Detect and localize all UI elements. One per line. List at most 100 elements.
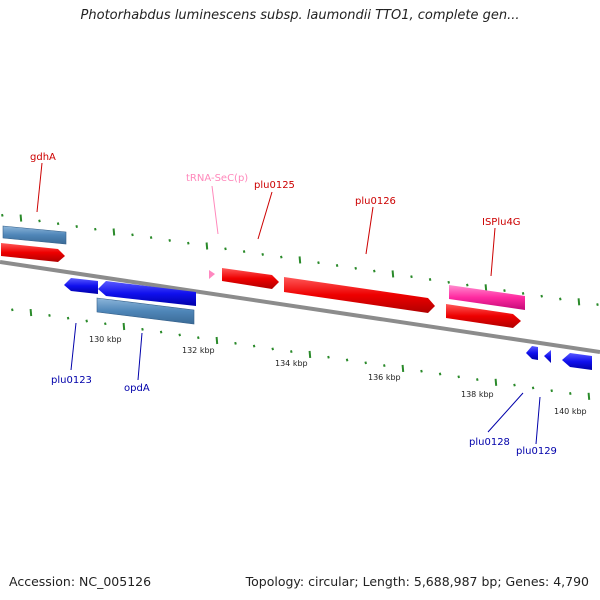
minor-tick [48,313,51,317]
scale-label-138kbp: 138 kbp [461,390,494,399]
genome-backbone [0,260,600,354]
gene-trna-sec[interactable] [209,270,215,279]
minor-tick [410,275,413,279]
upper-tick-row [1,213,599,307]
minor-tick [131,233,134,237]
lower-tick-row [11,308,591,400]
major-tick [205,242,209,250]
gene-gdhA[interactable] [1,243,65,262]
label-ISPlu4G: ISPlu4G [482,217,521,228]
minor-tick [476,378,479,382]
minor-tick [66,316,70,320]
major-tick [215,336,219,345]
minor-tick [550,389,553,393]
callout-opdA [137,332,143,381]
callout-plu0128 [487,392,524,433]
major-tick [577,298,581,306]
label-opdA: opdA [124,383,150,394]
minor-tick [503,289,506,293]
scale-label-136kbp: 136 kbp [368,373,401,382]
major-tick [494,378,498,386]
minor-tick [569,392,572,395]
minor-tick [559,297,562,301]
major-tick [29,309,33,317]
callout-gdhA [36,162,43,213]
minor-tick [290,350,293,354]
minor-tick [531,386,535,390]
gene-plu0130[interactable] [562,353,592,370]
callout-plu0126 [365,206,374,255]
label-plu0129: plu0129 [516,446,557,457]
minor-tick [466,283,469,287]
callout-ISPlu4G [490,227,496,277]
minor-tick [354,266,357,270]
gene-opdA[interactable] [98,281,196,306]
cds-bar-gdhA[interactable] [2,225,67,245]
label-plu0126: plu0126 [355,196,396,207]
minor-tick [438,372,442,376]
major-tick [391,270,395,278]
minor-tick [224,247,227,251]
minor-tick [159,330,163,334]
minor-tick [38,219,41,223]
label-trna: tRNA-SeC(p) [186,173,248,184]
minor-tick [94,227,97,231]
minor-tick [234,341,237,345]
scale-label-140kbp: 140 kbp [554,407,587,416]
minor-tick [252,344,256,348]
minor-tick [345,358,349,362]
gene-plu0128[interactable] [526,346,538,360]
minor-tick [75,225,78,228]
major-tick [587,392,591,400]
callout-plu0123 [70,322,77,371]
minor-tick [428,278,432,281]
callout-trna [211,185,219,235]
gene-plu0126[interactable] [284,277,435,313]
minor-tick [280,255,283,259]
minor-tick [457,375,460,379]
minor-tick [383,364,386,368]
minor-tick [141,327,144,331]
minor-tick [327,355,330,359]
gene-plu0123[interactable] [64,278,98,294]
minor-tick [56,222,60,226]
minor-tick [317,261,320,265]
minor-tick [11,308,14,312]
minor-tick [242,250,246,254]
genome-summary-text: Topology: circular; Length: 5,688,987 bp… [245,574,589,589]
minor-tick [85,319,88,323]
major-tick [112,228,116,236]
label-plu0128: plu0128 [469,437,510,448]
minor-tick [420,369,423,373]
minor-tick [364,361,367,365]
label-plu0125: plu0125 [254,180,295,191]
gene-plu0125[interactable] [222,268,279,289]
cds-bar-opdA[interactable] [96,297,195,325]
major-tick [308,350,312,358]
minor-tick [540,294,543,298]
accession-text: Accession: NC_005126 [9,574,152,589]
minor-tick [197,336,200,340]
label-plu0123: plu0123 [51,375,92,386]
major-tick [484,284,488,292]
minor-tick [521,291,525,295]
label-gdhA: gdhA [30,152,56,163]
major-tick [19,214,23,222]
minor-tick [168,238,171,242]
map-title: Photorhabdus luminescens subsp. laumondi… [80,8,520,23]
callout-plu0129 [535,396,541,445]
scale-label-130kbp: 130 kbp [89,335,122,344]
major-tick [122,322,126,331]
gene-ISPlu4G[interactable] [449,285,525,310]
gene-plu0127[interactable] [446,304,521,328]
scale-label-132kbp: 132 kbp [182,346,215,355]
gene-plu0129[interactable] [544,350,551,363]
minor-tick [187,241,190,245]
minor-tick [104,322,107,326]
minor-tick [1,213,4,217]
minor-tick [271,347,274,351]
minor-tick [447,280,450,284]
minor-tick [596,303,599,307]
